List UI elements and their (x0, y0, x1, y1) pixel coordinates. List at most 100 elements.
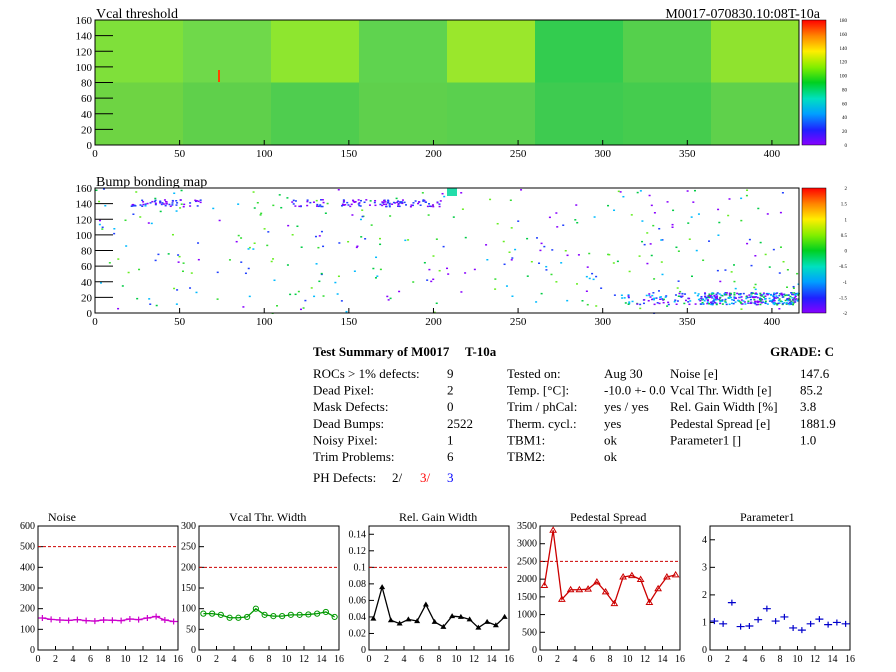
defect-pixel (619, 191, 622, 193)
y-tick-label: 0 (532, 645, 537, 656)
defect-pixel (244, 272, 247, 275)
defect-pixel (319, 204, 322, 206)
defect-pixel (368, 204, 371, 206)
x-tick-label: 16 (675, 654, 685, 665)
data-point (200, 610, 207, 617)
chart-rel-gain-width: Rel. Gain Width 0 2 4 6 8 10 12 14 16 0 0.02 0.04 0.0… (349, 510, 515, 665)
data-point (279, 613, 286, 620)
defect-pixel (438, 205, 441, 208)
defect-pixel (417, 202, 420, 205)
defect-pixel (747, 302, 750, 304)
defect-pixel (588, 277, 591, 280)
defect-pixel (291, 201, 294, 203)
defect-pixel (113, 228, 116, 230)
defect-pixel (342, 201, 345, 203)
defect-pixel (655, 297, 658, 299)
defect-pixel (700, 296, 703, 298)
defect-pixel (755, 296, 758, 298)
defect-pixel (787, 299, 790, 302)
defect-pixel (652, 224, 655, 227)
x-tick-label: 300 (594, 316, 611, 328)
defect-pixel (708, 240, 711, 242)
defect-pixel (179, 199, 182, 201)
data-point (832, 619, 841, 626)
defect-pixel (662, 298, 665, 301)
defect-pixel (379, 268, 382, 271)
defect-pixel (545, 265, 548, 268)
defect-pixel (382, 203, 385, 206)
defect-pixel (694, 303, 697, 305)
defect-pixel (391, 203, 394, 205)
defect-pixel (576, 283, 579, 285)
defect-pixel (788, 302, 791, 304)
colorbar-tick-label: 0.5 (841, 234, 848, 239)
data-point (99, 617, 108, 624)
defect-pixel (646, 232, 649, 234)
x-tick-label: 10 (282, 654, 292, 665)
defect-pixel (676, 300, 679, 302)
defect-pixel (764, 298, 767, 300)
defect-pixel (322, 295, 325, 297)
defect-pixel (780, 293, 783, 295)
summary-label: Mask Defects: (313, 399, 388, 414)
data-point (414, 618, 421, 624)
defect-pixel (666, 305, 669, 307)
defect-pixel (430, 205, 433, 208)
x-tick-label: 6 (419, 654, 424, 665)
defect-pixel (326, 202, 329, 205)
data-point (217, 611, 224, 618)
x-tick-label: 100 (256, 148, 273, 160)
defect-pixel (419, 204, 422, 206)
defect-pixel (653, 278, 656, 280)
summary-value: Aug 30 (604, 366, 643, 381)
defect-pixel (686, 190, 689, 192)
summary-label: Trim Problems: (313, 449, 395, 464)
data-point (108, 617, 117, 624)
defect-pixel (494, 278, 497, 280)
defect-pixel (401, 199, 404, 201)
defect-pixel (387, 200, 390, 202)
defect-pixel (735, 297, 738, 299)
defect-pixel (178, 255, 181, 258)
y-tick-label: 20 (81, 124, 93, 136)
defect-pixel (643, 299, 646, 301)
y-tick-label: 140 (76, 199, 93, 211)
defect-pixel (189, 205, 192, 207)
defect-pixel (779, 211, 782, 214)
defect-pixel (426, 279, 429, 281)
defect-pixel (728, 295, 731, 297)
defect-pixel (320, 199, 323, 201)
x-tick-label: 4 (573, 654, 578, 665)
defect-pixel (687, 301, 690, 303)
defect-pixel (636, 191, 639, 194)
defect-pixel (677, 280, 680, 282)
chart-noise: Noise 0 2 4 6 8 10 12 14 16 0 100 200 300 400 500 600 (20, 510, 183, 665)
defect-pixel (161, 202, 164, 204)
defect-pixel (690, 275, 693, 278)
defect-pixel (442, 245, 445, 248)
y-tick-label: 60 (81, 261, 93, 273)
y-tick-label: 200 (20, 604, 35, 615)
defect-pixel (719, 300, 722, 303)
defect-pixel (273, 279, 276, 282)
defect-pixel (505, 285, 508, 287)
defect-pixel (196, 205, 199, 207)
defect-pixel (638, 255, 641, 257)
defect-pixel (292, 199, 295, 202)
defect-pixel (772, 295, 775, 297)
x-tick-label: 8 (437, 654, 442, 665)
defect-pixel (728, 297, 731, 299)
defect-pixel (175, 210, 178, 212)
y-tick-label: 120 (76, 214, 93, 226)
defect-pixel (680, 296, 683, 298)
x-tick-label: 0 (367, 654, 372, 665)
colorbar-tick-label: 0 (845, 250, 848, 255)
defect-pixel (661, 273, 664, 276)
defect-pixel (197, 258, 200, 261)
data-point (387, 617, 394, 623)
defect-pixel (132, 203, 135, 206)
defect-pixel (715, 296, 718, 299)
y-tick-label: 0 (702, 645, 707, 656)
defect-pixel (797, 294, 800, 296)
data-point (82, 617, 91, 624)
